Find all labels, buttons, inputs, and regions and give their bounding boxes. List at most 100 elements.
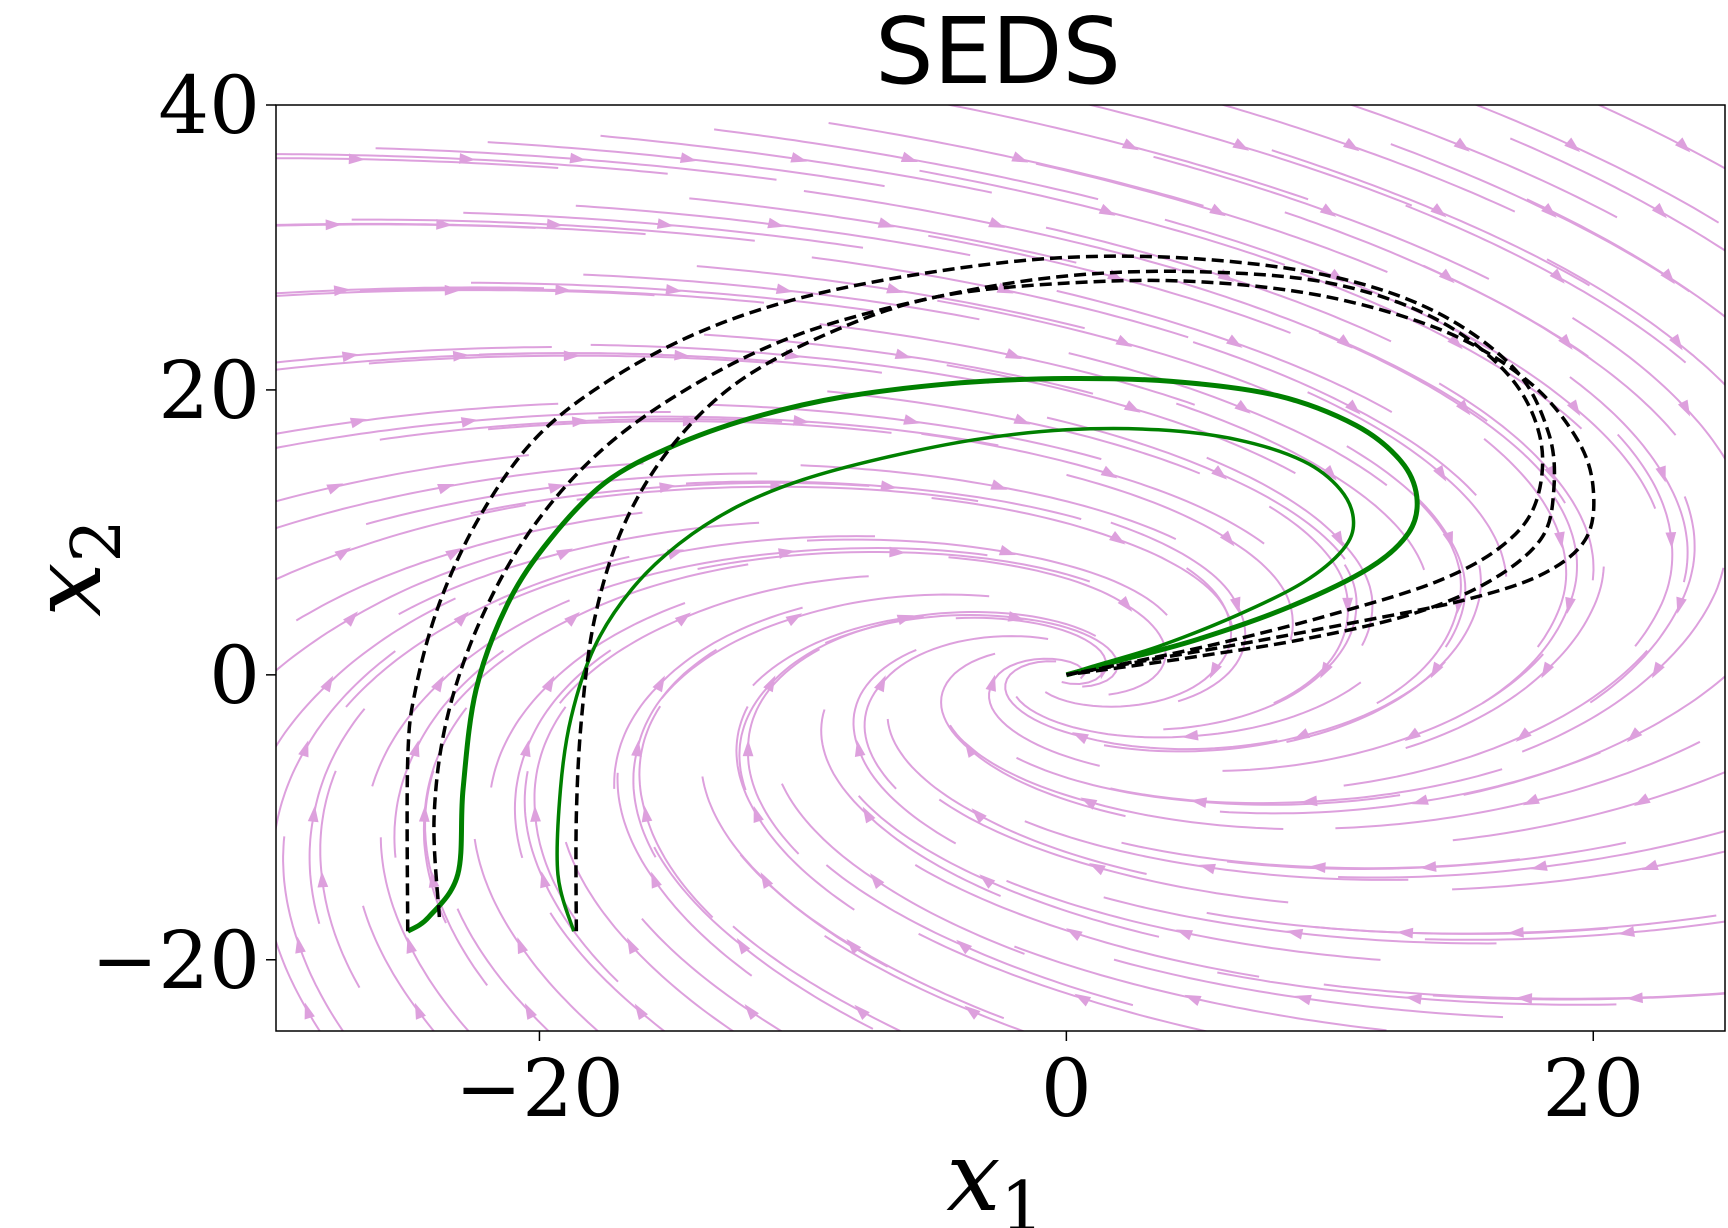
streamline bbox=[1463, 675, 1725, 796]
streamline bbox=[1220, 105, 1516, 213]
streamline-arrow bbox=[555, 284, 572, 296]
streamline bbox=[1222, 653, 1544, 772]
streamline-arrow bbox=[1442, 531, 1453, 549]
streamline-arrow bbox=[1098, 203, 1116, 216]
streamline bbox=[345, 555, 630, 708]
streamline-arrow bbox=[763, 675, 776, 693]
streamline-arrow bbox=[877, 217, 895, 228]
streamline-arrow bbox=[854, 1004, 870, 1020]
streamline-arrow bbox=[679, 152, 697, 163]
streamline-arrow bbox=[964, 1005, 981, 1020]
streamline-arrow bbox=[1447, 334, 1463, 350]
streamline bbox=[308, 708, 366, 925]
streamline-arrow bbox=[956, 939, 973, 955]
streamline-arrow bbox=[343, 611, 359, 627]
streamline bbox=[1596, 105, 1725, 170]
streamline-arrow bbox=[445, 547, 462, 561]
streamline bbox=[918, 932, 1210, 1031]
streamline-arrow bbox=[1184, 994, 1202, 1006]
streamline-arrow bbox=[1626, 992, 1643, 1004]
streamline-arrow bbox=[1088, 863, 1106, 876]
streamline bbox=[1452, 850, 1725, 891]
streamline bbox=[498, 535, 876, 606]
streamline-arrow bbox=[1109, 531, 1126, 545]
streamline-arrow bbox=[1080, 797, 1098, 810]
streamline bbox=[1045, 226, 1392, 343]
demonstration-trajectory bbox=[574, 278, 1596, 932]
streamline-arrow bbox=[1342, 137, 1360, 152]
streamline-arrow bbox=[1121, 138, 1139, 151]
streamline bbox=[1006, 879, 1381, 961]
streamline bbox=[282, 836, 345, 1031]
streamline-arrow bbox=[971, 808, 987, 824]
streamline-arrow bbox=[453, 611, 469, 627]
streamline bbox=[1192, 341, 1477, 496]
streamline bbox=[613, 606, 803, 789]
reproduction-trajectory bbox=[406, 375, 1420, 934]
streamline bbox=[955, 616, 1107, 686]
streamline bbox=[1571, 317, 1725, 461]
streamline-arrow bbox=[1331, 530, 1344, 548]
streamline-arrow bbox=[1225, 334, 1243, 348]
streamline bbox=[1521, 567, 1725, 753]
streamline-arrow bbox=[1342, 597, 1353, 615]
streamline-arrow bbox=[540, 871, 551, 889]
streamline bbox=[276, 597, 456, 748]
streamline-arrow bbox=[571, 416, 589, 428]
streamline-arrow bbox=[418, 805, 430, 822]
streamline-arrow bbox=[1300, 795, 1318, 807]
streamline-arrow bbox=[854, 740, 866, 758]
streamline-arrow bbox=[1430, 661, 1444, 679]
streamline-arrow bbox=[349, 417, 367, 429]
streamline bbox=[921, 432, 1265, 545]
streamline-arrow bbox=[541, 675, 555, 693]
streamline-arrow bbox=[444, 284, 461, 296]
streamline-arrow bbox=[437, 483, 455, 495]
streamline bbox=[820, 709, 1001, 898]
streamline-arrow bbox=[1322, 464, 1337, 481]
streamline-arrow bbox=[1515, 727, 1532, 742]
streamline bbox=[988, 657, 1100, 767]
streamline bbox=[276, 550, 513, 672]
streamline-arrow bbox=[998, 545, 1016, 556]
x-axis-label: x1 bbox=[946, 1121, 1043, 1228]
streamline-arrow bbox=[1507, 926, 1524, 938]
streamline-arrow bbox=[1013, 413, 1031, 425]
streamline-arrow bbox=[1651, 661, 1665, 679]
streamline-arrow bbox=[767, 217, 785, 229]
streamline-arrow bbox=[1294, 994, 1312, 1006]
streamline bbox=[1338, 830, 1725, 879]
streamline-layer bbox=[276, 105, 1725, 1031]
streamline bbox=[1110, 521, 1247, 703]
streamline bbox=[803, 190, 1182, 272]
y-axis-label-main: x bbox=[11, 563, 123, 617]
streamline bbox=[473, 838, 600, 1031]
streamline bbox=[828, 122, 1204, 207]
streamline-arrow bbox=[459, 153, 476, 164]
streamline-arrow bbox=[880, 480, 898, 492]
streamline-arrow bbox=[1651, 202, 1667, 219]
plot-frame bbox=[275, 104, 1726, 1032]
streamline-arrow bbox=[1175, 929, 1194, 941]
streamline-arrow bbox=[1677, 399, 1691, 417]
streamline-arrow bbox=[1655, 465, 1666, 483]
streamline-arrow bbox=[348, 153, 366, 165]
streamline-arrow bbox=[1190, 797, 1208, 809]
streamline-arrow bbox=[792, 415, 810, 426]
streamline-arrow bbox=[742, 739, 754, 757]
streamline-arrow bbox=[548, 483, 566, 494]
streamline-arrow bbox=[1411, 794, 1429, 805]
streamline-arrow bbox=[631, 740, 642, 757]
streamline-arrow bbox=[1558, 333, 1573, 350]
y-tick-label: 40 bbox=[158, 59, 260, 152]
streamline-arrow bbox=[846, 938, 862, 955]
streamline-arrow bbox=[1430, 203, 1447, 218]
demonstration-trajectory bbox=[405, 254, 1557, 932]
streamline-arrow bbox=[1004, 348, 1023, 359]
streamline-arrow bbox=[524, 1003, 537, 1020]
streamline-arrow bbox=[736, 938, 751, 955]
streamline bbox=[1569, 376, 1689, 583]
streamline-arrow bbox=[1219, 530, 1235, 547]
x-axis-label-subscript: 1 bbox=[1000, 1168, 1043, 1228]
